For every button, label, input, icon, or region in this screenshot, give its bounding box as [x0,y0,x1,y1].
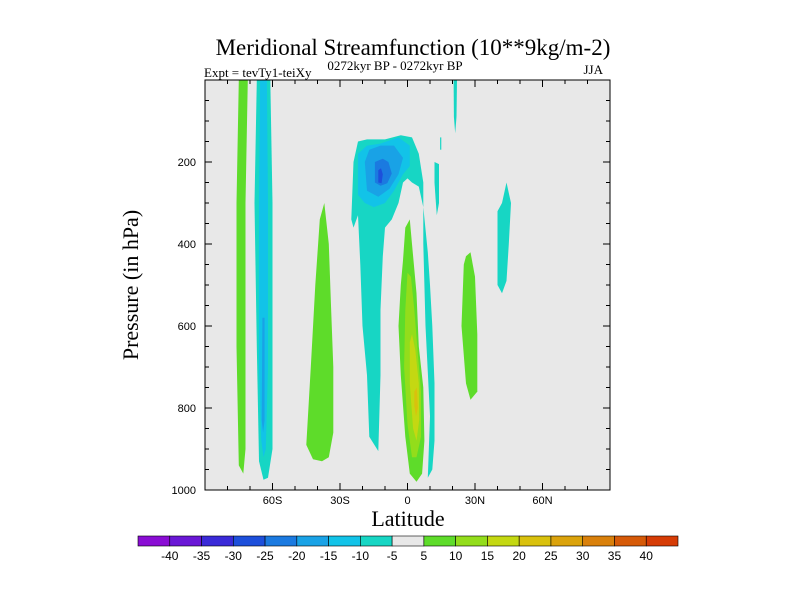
x-axis-label: Latitude [371,506,444,531]
colorbar-label: 20 [512,549,526,563]
contour-region-blue-core-60s [261,317,265,433]
colorbar-box [518,535,552,547]
y-tick-label: 200 [178,157,196,169]
contour-region-green-blob-40s [306,203,334,462]
contour-region-orange-core-eq [414,387,418,417]
y-tick-label: 400 [178,239,196,251]
colorbar-box [169,535,202,547]
experiment-label: Expt = tevTy1-teiXy [204,65,312,80]
x-axis: 60S 30S 0 30N 60N [227,80,588,507]
contour-region-cyan-top-north [453,80,457,134]
colorbar-label: -35 [193,549,211,563]
y-tick-label: 800 [178,403,196,415]
colorbar-label: 5 [421,549,428,563]
x-tick-label: 30N [465,495,485,507]
colorbar-box [582,535,615,547]
contour-region-yellow-core-eq [409,334,420,441]
contour-regions [236,80,511,482]
colorbar-box [487,535,520,547]
colorbar-box [391,535,425,547]
colorbar-label: -15 [320,549,338,563]
colorbar-box [232,535,266,547]
colorbar-label: 35 [608,549,622,563]
colorbar-label: 10 [449,549,463,563]
colorbar-label: -10 [352,549,370,563]
colorbar-box [550,535,584,547]
colorbar-box [264,535,298,547]
x-tick-label: 30S [330,495,350,507]
contour-region-green-band-60s [236,80,248,474]
colorbar-box [455,535,488,547]
colorbar-box [423,535,456,547]
colorbar-box [296,535,329,547]
colorbar-label: 25 [544,549,558,563]
colorbar-box [201,535,234,547]
y-axis: 200 400 600 800 1000 [172,100,610,497]
y-tick-label: 1000 [172,485,196,497]
contour-region-cyan-thin-north [434,162,439,216]
season-label: JJA [583,62,603,77]
x-tick-label: 0 [404,495,410,507]
y-axis-label: Pressure (in hPa) [118,210,143,360]
contour-region-green-blob-20n [461,252,478,400]
contour-region-darkest-blue-upper-eq [378,168,383,184]
colorbar-label: -30 [225,549,243,563]
colorbar-label: -25 [256,549,274,563]
colorbar-box [328,535,361,547]
colorbar-box [614,535,647,547]
colorbar-label: -5 [387,549,398,563]
colorbar-box [360,535,393,547]
chart-title: Meridional Streamfunction (10**9kg/m-2) [216,35,611,60]
colorbar-label: -40 [161,549,179,563]
colorbar-box [137,535,171,547]
y-tick-label: 600 [178,321,196,333]
colorbar: -40 -35 -30 -25 -20 -15 -10 -5 5 10 15 20 25 30 35 40 [137,535,679,563]
colorbar-label: 15 [481,549,495,563]
colorbar-label: 30 [576,549,590,563]
contour-region-lightblue-core-60s [259,80,268,458]
contour-region-cyan-upper-eq [351,135,435,478]
x-tick-label: 60S [263,495,283,507]
x-tick-label: 60N [532,495,552,507]
period-subtitle: 0272kyr BP - 0272kyr BP [327,58,462,73]
colorbar-label: 40 [640,549,654,563]
colorbar-box [645,535,679,547]
colorbar-label: -20 [288,549,306,563]
contour-region-cyan-speck-north [440,137,442,150]
contour-region-cyan-blob-40n [497,182,511,294]
